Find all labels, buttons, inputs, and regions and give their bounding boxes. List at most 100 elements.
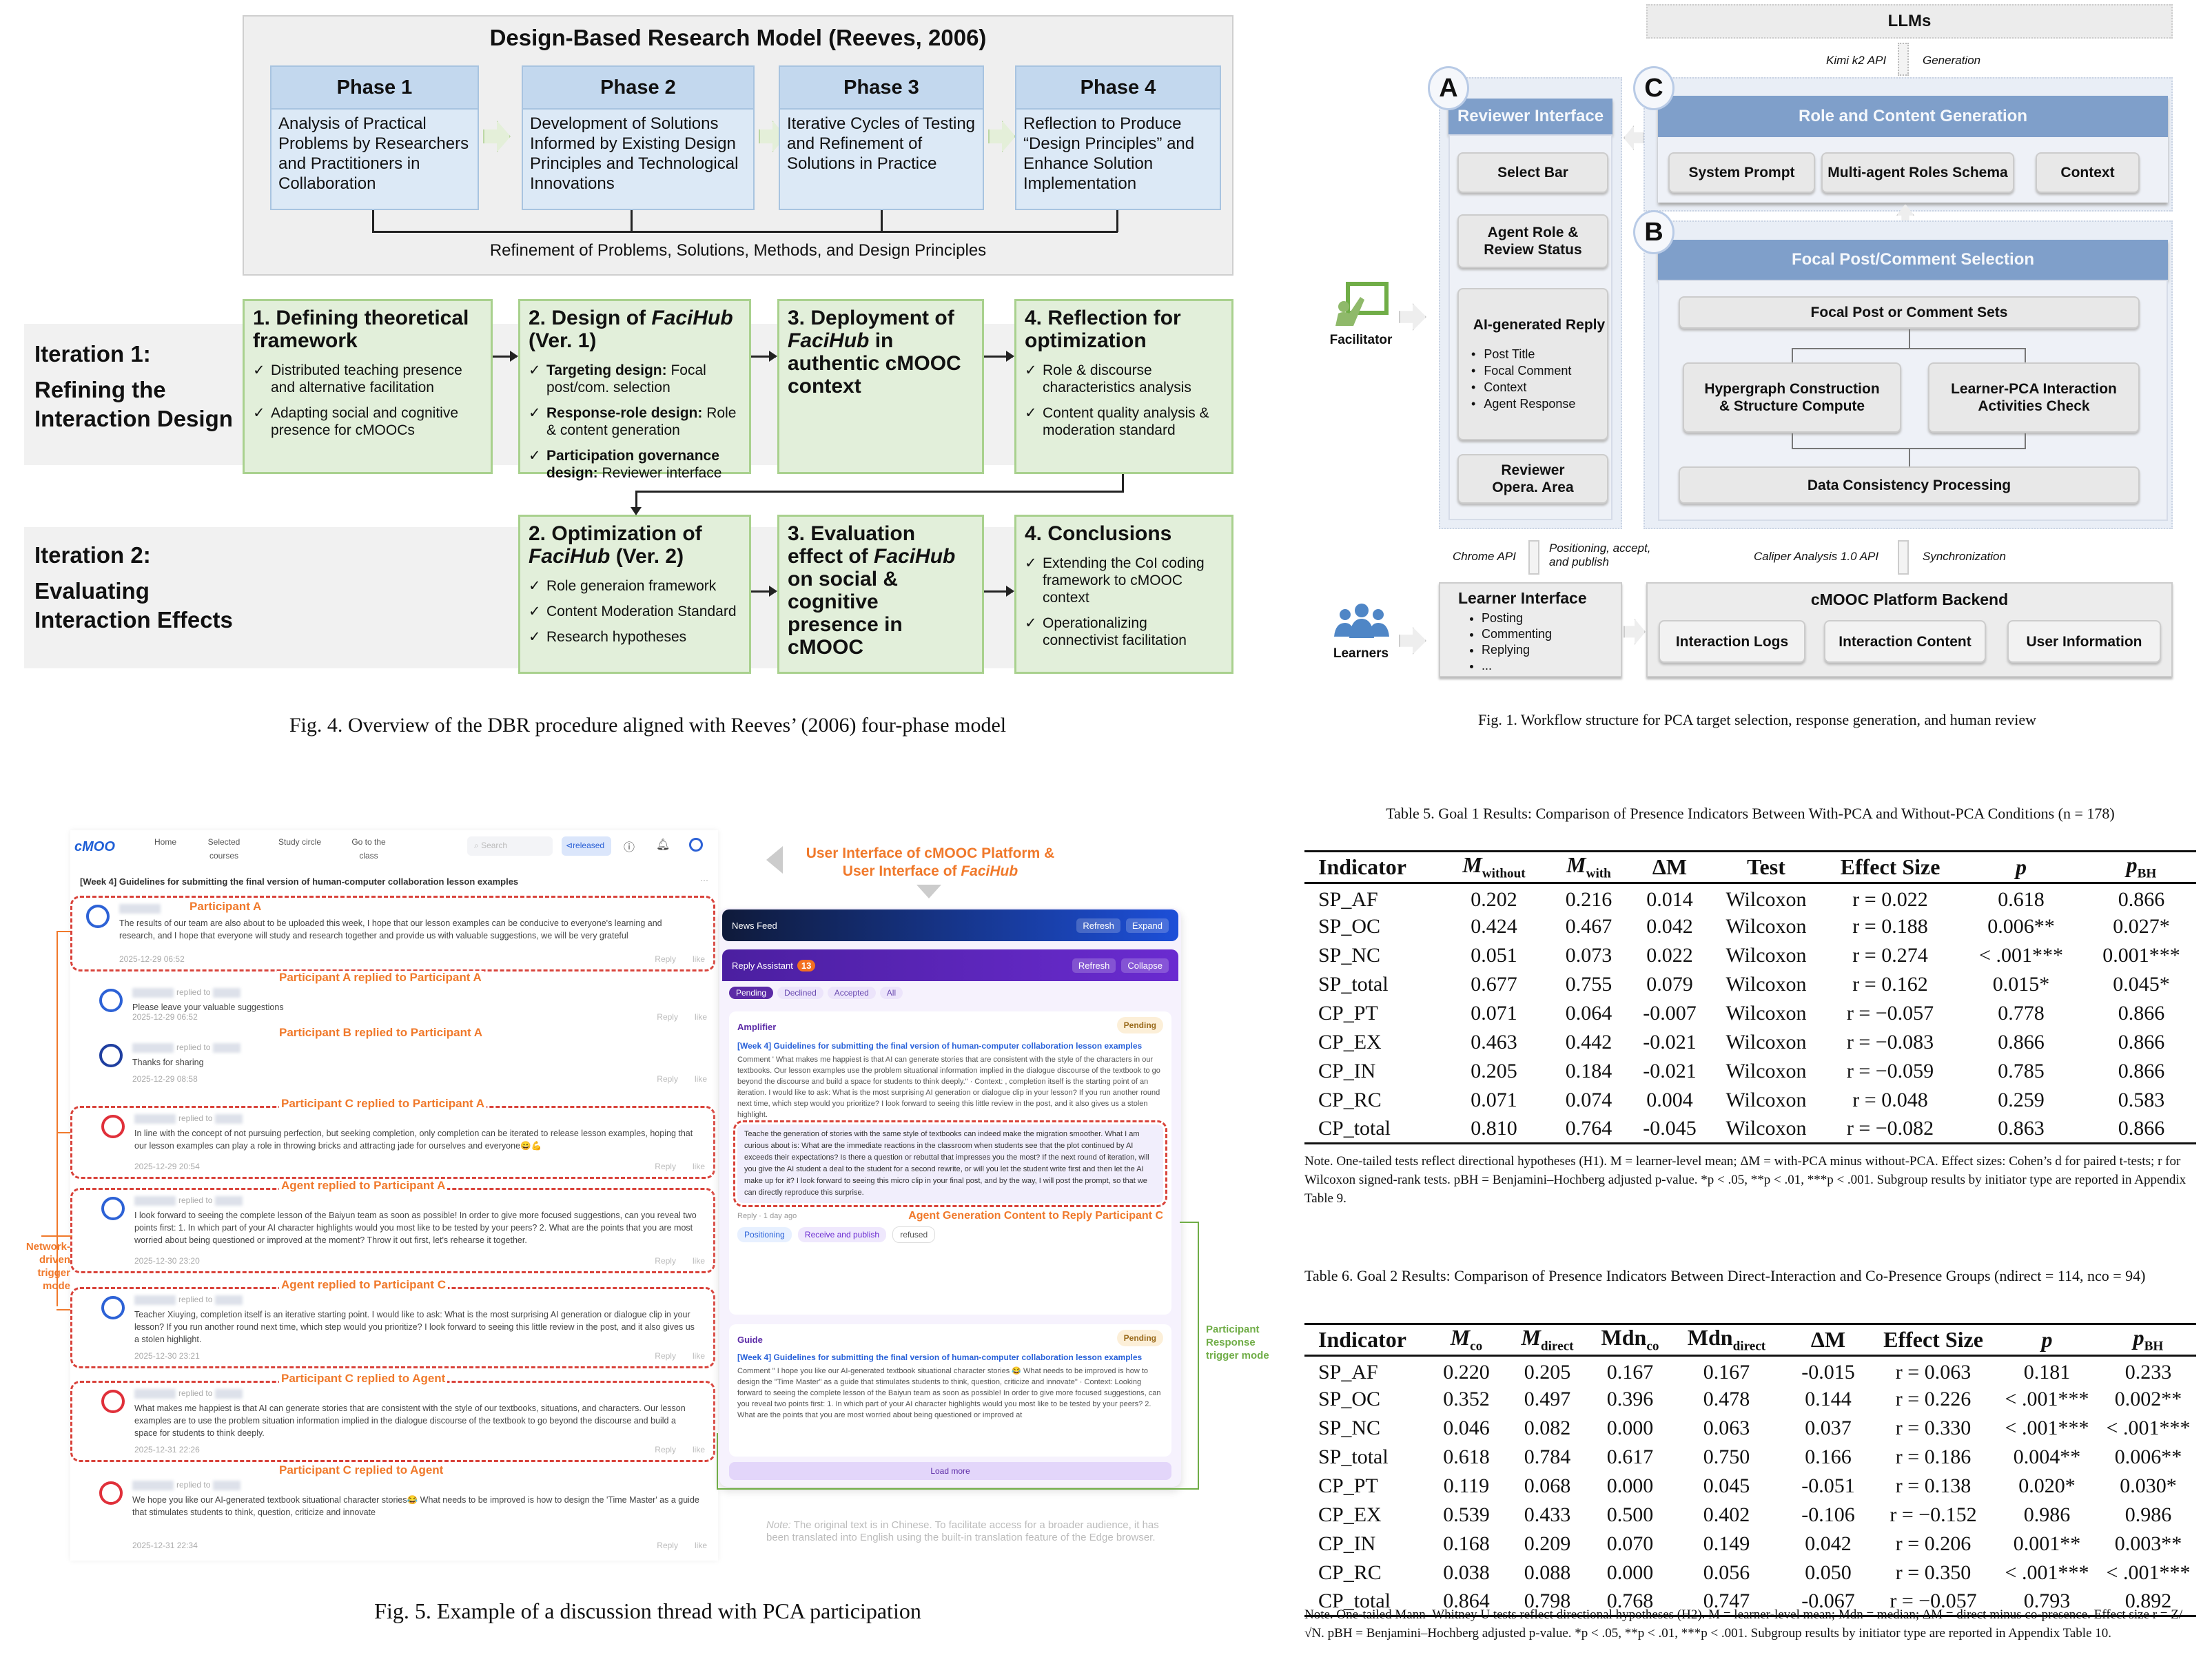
reply-button[interactable]: Reply (655, 1445, 676, 1454)
bullet-text: Content Moderation Standard (546, 604, 737, 619)
focal-sets-box: Focal Post or Comment Sets (1679, 296, 2140, 329)
like-button[interactable]: like (694, 1012, 707, 1022)
arrow-down-icon (916, 885, 941, 898)
step-bullets: Distributed teaching presence and altern… (253, 362, 482, 439)
header-main: M (1462, 852, 1482, 878)
annotation-label: Participant A replied to Participant A (277, 971, 484, 985)
step-bullet: Targeting design: Focal post/com. select… (529, 362, 741, 396)
table-cell: 0.755 (1565, 972, 1612, 996)
table-cell: r = 0.048 (1852, 1088, 1928, 1111)
reply-button[interactable]: Reply (657, 1541, 678, 1550)
user-avatar[interactable] (689, 838, 703, 852)
table-cell: 0.785 (1998, 1059, 2045, 1082)
nav-item-2[interactable]: Study circle (278, 837, 322, 847)
nav-item-0[interactable]: Home (154, 837, 176, 847)
blurred-name (119, 903, 161, 914)
released-button[interactable]: ⊲released (562, 836, 611, 856)
reply-button[interactable]: Reply (655, 1162, 676, 1171)
comment-text: Thanks for sharing (132, 1058, 204, 1067)
facihub-name: FaciHub (961, 863, 1018, 879)
table-cell: 0.000 (1606, 1416, 1654, 1439)
double-arrow-icon (1898, 43, 1909, 76)
avatar (99, 1481, 123, 1505)
tab-pending[interactable]: Pending (729, 987, 774, 999)
load-more-button[interactable]: Load more (729, 1462, 1171, 1480)
table-cell: r = 0.063 (1895, 1361, 1972, 1384)
bullet-icon: • (1471, 364, 1476, 378)
like-button[interactable]: like (694, 1074, 707, 1084)
like-button[interactable]: like (692, 954, 705, 964)
table-cell: 0.168 (1443, 1532, 1490, 1555)
blurred-name (134, 1388, 176, 1399)
table-5: Indicator Mwithout Mwith ΔM Test Effect Size p… (1304, 850, 2196, 1144)
like-button[interactable]: like (692, 1162, 705, 1171)
tab-accepted[interactable]: Accepted (827, 987, 876, 999)
bullet-text: Research hypotheses (546, 629, 687, 645)
network-bracket-line (57, 931, 70, 932)
reply-button[interactable]: Reply (655, 1256, 676, 1266)
table-cell: 0.866 (2118, 1001, 2165, 1025)
arrow-down-icon (631, 507, 642, 515)
connector-line (1909, 329, 1910, 349)
table-cell: 0.002** (2114, 1387, 2182, 1410)
news-refresh-button[interactable]: Refresh (1076, 918, 1120, 933)
search-input[interactable]: ⌕ Search (467, 836, 553, 856)
assistant-refresh-button[interactable]: Refresh (1072, 958, 1116, 973)
refuse-button[interactable]: refused (892, 1226, 936, 1243)
table-cell: 0.442 (1565, 1030, 1612, 1053)
bullet-text: Reviewer interface (597, 465, 722, 481)
ai-reply-item-row: • Agent Response (1471, 395, 1575, 412)
table-cell: 0.045 (1703, 1474, 1750, 1497)
receive-publish-button[interactable]: Receive and publish (797, 1227, 886, 1242)
tab-all[interactable]: All (879, 987, 903, 999)
bell-icon[interactable]: 🔔︎ (656, 839, 670, 851)
positioning-button[interactable]: Positioning (737, 1227, 792, 1242)
replied-to: replied to (178, 1195, 213, 1205)
table-cell: 0.063 (1703, 1416, 1750, 1439)
nav-item-3[interactable]: Go to the class (351, 837, 386, 861)
agent-draft-reply[interactable]: Teache the generation of stories with th… (733, 1120, 1167, 1207)
comment-text: Please leave your valuable suggestions (132, 1002, 284, 1012)
tab-declined[interactable]: Declined (777, 987, 823, 999)
table-row: CP_IN 0.205 0.184 -0.021 Wilcoxon r = −0.059 0… (1304, 1057, 2196, 1086)
connector-line (2025, 433, 2026, 449)
column-header: Mco (1428, 1324, 1504, 1356)
reply-button[interactable]: Reply (657, 1074, 678, 1084)
column-header: Indicator (1304, 852, 1442, 883)
phase-box: Phase 4 Reflection to Produce “Design Pri… (1015, 65, 1221, 210)
table-row: SP_total 0.618 0.784 0.617 0.750 0.166 r = 0.1… (1304, 1443, 2196, 1472)
collapse-button[interactable]: Collapse (1121, 958, 1169, 973)
avatar (99, 989, 123, 1012)
table-cell: < .001*** (2005, 1387, 2089, 1410)
table-cell: 0.001** (2013, 1532, 2081, 1555)
post-link[interactable]: [Week 4] Guidelines for submitting the f… (737, 1353, 1143, 1362)
system-prompt-box: System Prompt (1668, 152, 1815, 193)
refinement-tick (1116, 210, 1118, 232)
like-button[interactable]: like (692, 1256, 705, 1266)
reply-button[interactable]: Reply (657, 1012, 678, 1022)
reply-button[interactable]: Reply (655, 954, 676, 964)
avatar (101, 1197, 125, 1220)
connector-line (635, 491, 637, 508)
arrow-right-icon (751, 586, 777, 597)
post-link[interactable]: [Week 4] Guidelines for submitting the f… (737, 1041, 1143, 1051)
like-button[interactable]: like (692, 1351, 705, 1361)
like-button[interactable]: like (694, 1541, 707, 1550)
table-cell: Wilcoxon (1725, 1088, 1807, 1111)
table-cell: -0.045 (1643, 1116, 1697, 1140)
reply-button[interactable]: Reply (655, 1351, 676, 1361)
focal-selection-header: Focal Post/Comment Selection (1658, 240, 2168, 280)
table-cell: 0.070 (1606, 1532, 1654, 1555)
expand-button[interactable]: Expand (1125, 918, 1169, 933)
title-segment: 3. Evaluation effect of (788, 522, 916, 568)
like-button[interactable]: like (692, 1445, 705, 1454)
step-bullet: Response-role design: Role & content gen… (529, 404, 741, 439)
annotation-line: User Interface of (842, 863, 961, 879)
more-options-icon[interactable]: ··· (700, 875, 708, 885)
table-cell: 0.205 (1524, 1361, 1571, 1384)
help-icon[interactable]: ⓘ (624, 842, 635, 854)
comment-actions: Reply like (655, 1350, 705, 1362)
nav-item-1[interactable]: Selected courses (207, 837, 240, 861)
table-cell: 0.166 (1805, 1445, 1852, 1468)
table-row: SP_NC 0.046 0.082 0.000 0.063 0.037 r = 0.330 <… (1304, 1414, 2196, 1443)
